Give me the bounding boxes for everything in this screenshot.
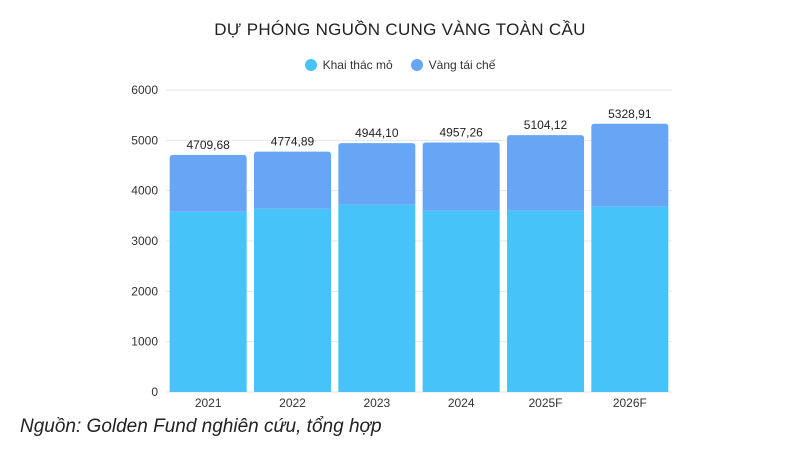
x-tick-label: 2022 — [279, 396, 306, 410]
legend-label-mining: Khai thác mỏ — [322, 58, 393, 72]
bar-segment-recycled — [507, 135, 584, 211]
y-tick-label: 3000 — [131, 234, 158, 248]
bar-segment-mining — [169, 211, 247, 392]
bar-segment-recycled — [338, 143, 416, 205]
bar-segment-mining — [591, 206, 669, 392]
x-tick-label: 2021 — [195, 396, 222, 410]
legend-item-recycled: Vàng tái chế — [410, 58, 496, 72]
bar-total-label: 4709,68 — [186, 138, 230, 152]
source-note: Nguồn: Golden Fund nghiên cứu, tổng hợp — [20, 416, 382, 437]
y-tick-label: 4000 — [131, 184, 158, 198]
y-tick-label: 6000 — [131, 83, 158, 97]
x-tick-label: 2024 — [448, 396, 475, 410]
bar-segment-recycled — [422, 142, 500, 211]
bar-total-label: 4944,10 — [355, 126, 399, 140]
legend-item-mining: Khai thác mỏ — [304, 58, 393, 72]
bar-segment-mining — [507, 210, 584, 392]
legend: Khai thác mỏ Vàng tái chế — [0, 58, 800, 72]
legend-label-recycled: Vàng tái chế — [428, 58, 496, 72]
bar-total-label: 4774,89 — [271, 135, 315, 149]
y-tick-label: 1000 — [131, 335, 158, 349]
bar-segment-mining — [422, 210, 500, 392]
y-tick-label: 2000 — [131, 284, 158, 298]
bar-segment-recycled — [169, 154, 247, 212]
x-tick-label: 2025F — [528, 396, 562, 410]
y-tick-label: 0 — [151, 385, 158, 399]
legend-swatch-mining — [304, 59, 317, 71]
bar-segment-recycled — [591, 123, 669, 207]
y-tick-label: 5000 — [131, 133, 158, 147]
bar-segment-mining — [338, 204, 416, 392]
x-tick-label: 2026F — [613, 396, 647, 410]
bar-total-label: 5328,91 — [608, 107, 652, 121]
bar-segment-mining — [254, 208, 331, 392]
chart-title: DỰ PHÓNG NGUỒN CUNG VÀNG TOÀN CẦU — [214, 20, 586, 39]
bar-segment-recycled — [254, 151, 331, 209]
legend-swatch-recycled — [410, 59, 423, 71]
bar-total-label: 4957,26 — [439, 125, 483, 139]
x-tick-label: 2023 — [363, 396, 390, 410]
bar-total-label: 5104,12 — [524, 118, 568, 132]
